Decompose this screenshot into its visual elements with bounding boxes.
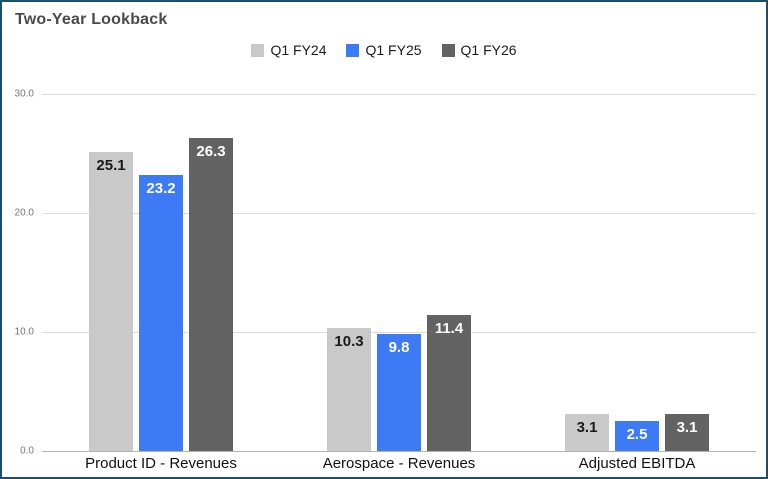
- bar-value-label: 11.4: [434, 320, 464, 338]
- bar: 23.2: [139, 174, 183, 451]
- bar: 2.5: [615, 421, 659, 451]
- bar-groups: 25.1 23.2 26.3 10.3 9.8 11.4 3.1 2.5 3.1: [42, 94, 756, 451]
- legend-label: Q1 FY26: [460, 42, 517, 58]
- y-tick-label: 30.0: [14, 88, 34, 100]
- category-label: Adjusted EBITDA: [578, 455, 696, 472]
- chart-title: Two-Year Lookback: [15, 11, 168, 28]
- gridline: [42, 94, 756, 95]
- bar-value-label: 25.1: [96, 157, 126, 175]
- gridline: [42, 213, 756, 214]
- legend-label: Q1 FY25: [365, 42, 422, 58]
- bar-value-label: 3.1: [676, 419, 698, 437]
- category-label: Aerospace - Revenues: [322, 455, 476, 472]
- bar: 9.8: [377, 334, 421, 451]
- legend-item: Q1 FY25: [346, 42, 422, 58]
- x-axis-labels: Product ID - Revenues Aerospace - Revenue…: [42, 455, 756, 472]
- y-tick-label: 0.0: [20, 445, 34, 457]
- bar: 26.3: [189, 138, 233, 451]
- y-axis: 0.0 10.0 20.0 30.0: [2, 89, 36, 457]
- legend-label: Q1 FY24: [270, 42, 327, 58]
- bar-group: 3.1 2.5 3.1: [565, 414, 709, 451]
- plot-area: [42, 94, 756, 452]
- bar: 3.1: [665, 414, 709, 451]
- legend-swatch: [441, 43, 455, 57]
- bar-group: 10.3 9.8 11.4: [327, 315, 471, 451]
- bar-value-label: 2.5: [626, 426, 648, 444]
- bar-group: 25.1 23.2 26.3: [89, 138, 233, 451]
- category-label: Product ID - Revenues: [85, 455, 237, 472]
- bar-value-label: 3.1: [576, 419, 598, 437]
- legend-swatch: [346, 43, 360, 57]
- y-tick-label: 20.0: [14, 207, 34, 219]
- bar-value-label: 9.8: [388, 339, 410, 357]
- legend: Q1 FY24 Q1 FY25 Q1 FY26: [2, 42, 766, 58]
- bar-value-label: 26.3: [196, 143, 226, 160]
- bar: 11.4: [427, 315, 471, 451]
- bar: 3.1: [565, 414, 609, 451]
- y-tick-label: 10.0: [14, 326, 34, 338]
- bar-value-label: 10.3: [334, 333, 364, 351]
- legend-item: Q1 FY26: [441, 42, 517, 58]
- bar-value-label: 23.2: [146, 179, 176, 197]
- gridline: [42, 332, 756, 333]
- bar: 25.1: [89, 152, 133, 451]
- legend-swatch: [251, 43, 265, 57]
- bar: 10.3: [327, 328, 371, 451]
- legend-item: Q1 FY24: [251, 42, 326, 58]
